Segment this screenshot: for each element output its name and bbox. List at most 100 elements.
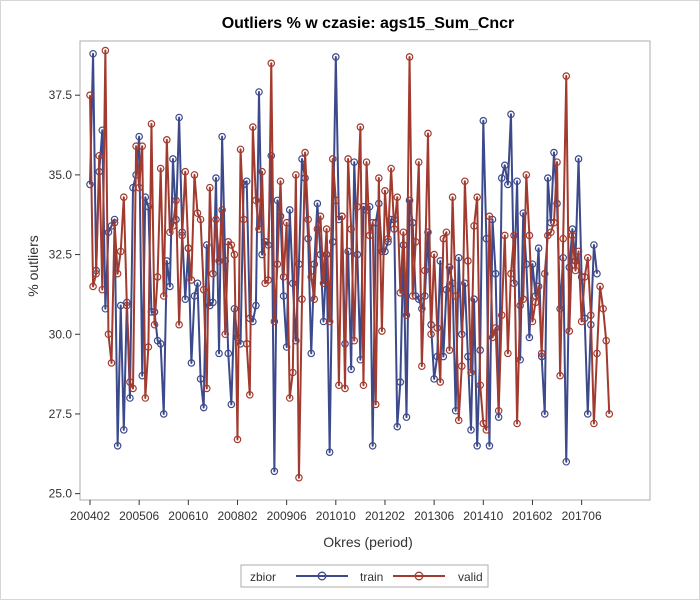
data-point-train	[393, 422, 402, 431]
data-point-valid	[233, 435, 242, 444]
data-point-train	[113, 442, 122, 450]
data-point-train	[307, 349, 316, 358]
data-point-train	[104, 228, 113, 237]
data-point-train	[497, 174, 506, 182]
data-point-valid	[227, 241, 236, 249]
x-tick-label: 200506	[119, 509, 159, 523]
data-point-train	[209, 298, 217, 307]
data-point-valid	[172, 196, 180, 205]
data-point-train	[199, 403, 208, 412]
data-point-valid	[273, 260, 282, 268]
data-point-valid	[319, 279, 328, 288]
data-point-train	[562, 457, 571, 466]
data-point-valid	[547, 228, 555, 237]
data-point-valid	[497, 311, 506, 319]
data-point-train	[500, 161, 509, 170]
data-point-train	[86, 180, 94, 189]
data-point-valid	[577, 317, 586, 326]
data-point-valid	[126, 378, 134, 386]
y-tick-label: 27.5	[49, 407, 73, 421]
x-tick-label: 200802	[217, 509, 257, 523]
data-point-valid	[491, 324, 500, 332]
data-point-valid	[414, 158, 423, 166]
data-point-train	[347, 365, 355, 374]
data-point-valid	[556, 371, 564, 380]
data-point-valid	[163, 136, 171, 144]
data-point-train	[590, 241, 598, 249]
data-point-valid	[387, 164, 395, 173]
data-point-valid	[602, 336, 611, 345]
data-point-train	[270, 467, 279, 476]
x-tick-label: 200906	[267, 509, 307, 523]
data-point-train	[485, 442, 494, 450]
data-point-valid	[454, 416, 463, 425]
data-point-valid	[522, 171, 531, 179]
data-point-valid	[537, 349, 546, 358]
data-point-valid	[255, 225, 263, 233]
data-point-valid	[476, 381, 485, 390]
data-point-valid	[159, 292, 168, 300]
y-tick-label: 25.0	[49, 487, 73, 501]
data-point-valid	[264, 276, 273, 284]
data-point-train	[470, 295, 478, 303]
data-point-valid	[590, 419, 598, 428]
data-point-valid	[513, 419, 521, 428]
data-point-train	[353, 250, 362, 259]
data-point-valid	[519, 295, 528, 303]
data-point-valid	[107, 359, 116, 367]
data-point-valid	[553, 158, 561, 166]
series-layer	[86, 46, 614, 482]
data-point-valid	[371, 400, 380, 409]
data-point-train	[313, 199, 322, 208]
data-point-valid	[221, 330, 230, 339]
data-point-train	[504, 180, 512, 189]
data-point-valid	[113, 269, 122, 278]
data-point-valid	[307, 273, 316, 281]
data-point-valid	[175, 320, 183, 329]
data-point-train	[430, 375, 438, 383]
data-point-valid	[206, 183, 214, 192]
data-point-valid	[353, 202, 362, 211]
data-point-valid	[304, 215, 312, 224]
data-point-valid	[504, 349, 512, 358]
data-point-valid	[587, 311, 595, 319]
data-point-train	[402, 413, 411, 421]
data-point-valid	[138, 142, 147, 150]
data-point-valid	[488, 333, 497, 342]
data-point-valid	[451, 292, 460, 300]
data-point-train	[282, 343, 291, 351]
data-point-valid	[328, 155, 337, 163]
data-point-train	[120, 426, 128, 434]
data-point-train	[479, 116, 488, 125]
legend-train-label: train	[360, 570, 383, 584]
data-point-valid	[427, 330, 435, 339]
data-point-valid	[461, 177, 469, 186]
data-point-valid	[123, 301, 131, 310]
data-point-valid	[350, 336, 359, 345]
data-point-train	[491, 269, 500, 278]
legend-box	[240, 564, 489, 588]
data-point-valid	[368, 218, 377, 227]
x-axis-label: Okres (period)	[323, 534, 412, 550]
data-point-train	[396, 378, 405, 386]
data-point-valid	[494, 406, 503, 415]
data-point-train	[540, 410, 549, 418]
x-tick-label: 200402	[70, 509, 110, 523]
data-point-valid	[430, 250, 438, 259]
data-point-valid	[418, 362, 426, 370]
data-point-valid	[436, 378, 445, 386]
data-point-valid	[500, 231, 509, 240]
data-point-valid	[347, 225, 355, 233]
data-point-valid	[574, 247, 583, 256]
legend-valid-label: valid	[458, 570, 483, 584]
data-point-valid	[209, 269, 217, 278]
data-point-valid	[605, 410, 614, 418]
data-point-valid	[479, 419, 488, 428]
data-point-valid	[390, 225, 398, 233]
data-point-train	[593, 269, 601, 278]
data-point-train	[534, 244, 543, 252]
data-point-valid	[467, 368, 475, 377]
data-point-valid	[439, 234, 448, 243]
data-point-valid	[196, 215, 205, 224]
data-point-train	[227, 400, 236, 409]
